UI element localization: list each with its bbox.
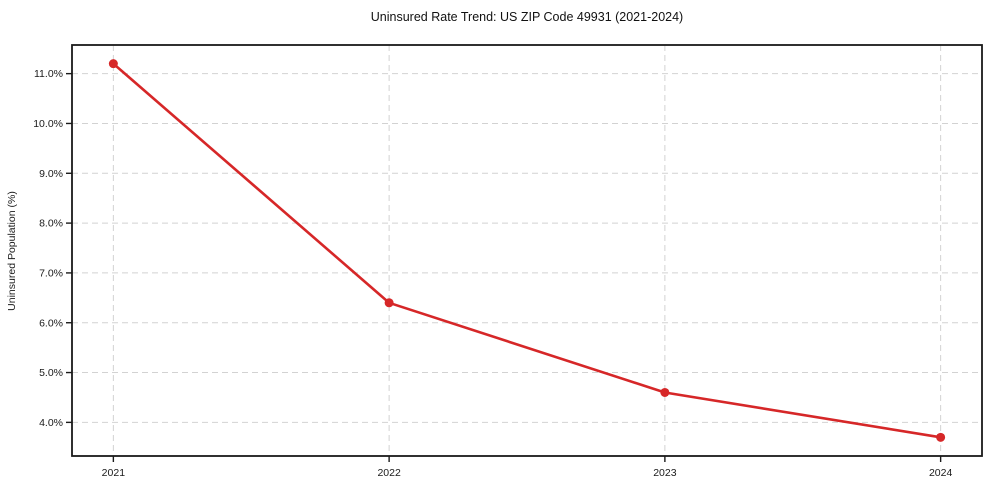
y-tick-label: 11.0% xyxy=(34,68,63,80)
data-point-marker xyxy=(660,387,670,397)
y-tick-label: 7.0% xyxy=(39,268,63,280)
x-tick-label: 2024 xyxy=(929,467,953,479)
trend-line xyxy=(112,62,942,439)
axes-box xyxy=(71,44,983,457)
x-tick-label: 2022 xyxy=(377,467,401,479)
y-tick-label: 4.0% xyxy=(39,417,63,429)
y-axis-label: Uninsured Population (%) xyxy=(6,191,18,311)
x-tick-labels: 2021 2022 2023 2024 xyxy=(102,467,953,479)
y-tick-label: 5.0% xyxy=(39,367,63,379)
data-series xyxy=(108,59,946,442)
tick-marks xyxy=(66,72,942,462)
x-tick-label: 2021 xyxy=(102,467,126,479)
y-tick-label: 10.0% xyxy=(33,118,63,130)
y-tick-label: 8.0% xyxy=(39,218,63,230)
x-tick-label: 2023 xyxy=(653,467,677,479)
data-point-marker xyxy=(108,59,118,69)
data-point-marker xyxy=(936,432,946,442)
gridlines xyxy=(72,45,982,456)
axes-spines xyxy=(71,44,983,457)
y-tick-labels: 4.0% 5.0% 6.0% 7.0% 8.0% 9.0% 10.0% 11.0% xyxy=(33,68,63,429)
chart-title: Uninsured Rate Trend: US ZIP Code 49931 … xyxy=(371,10,683,24)
data-point-marker xyxy=(384,298,394,308)
y-tick-label: 9.0% xyxy=(39,168,63,180)
y-tick-label: 6.0% xyxy=(39,317,63,329)
